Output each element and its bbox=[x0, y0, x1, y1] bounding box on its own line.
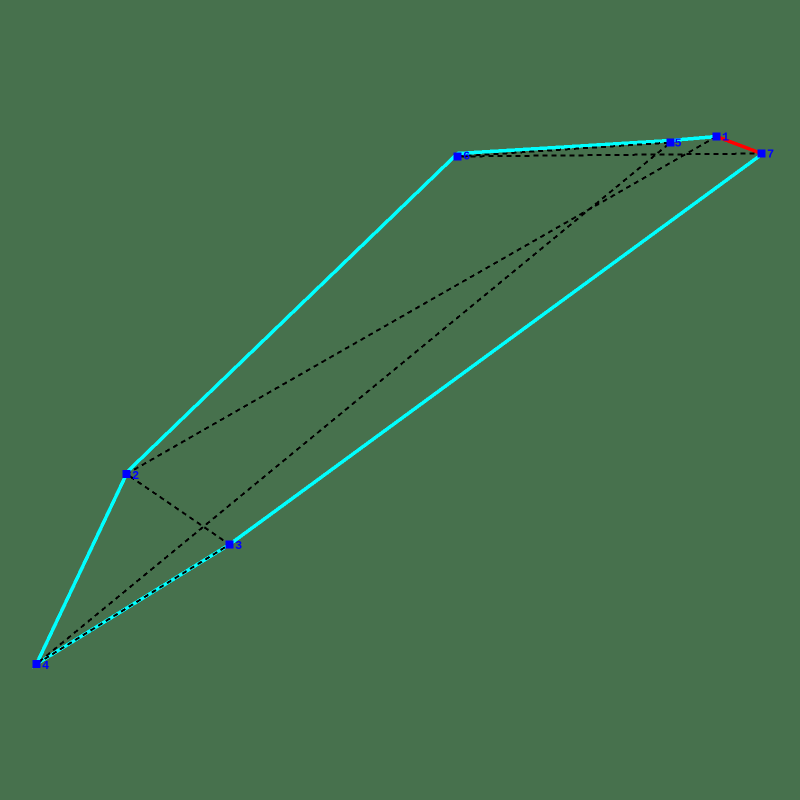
svg-text:3: 3 bbox=[235, 539, 242, 553]
svg-text:2: 2 bbox=[132, 469, 139, 483]
svg-text:7: 7 bbox=[767, 148, 774, 162]
svg-text:6: 6 bbox=[463, 150, 470, 164]
svg-text:5: 5 bbox=[675, 137, 682, 151]
svg-text:1: 1 bbox=[722, 131, 729, 145]
svg-text:4: 4 bbox=[42, 659, 49, 673]
